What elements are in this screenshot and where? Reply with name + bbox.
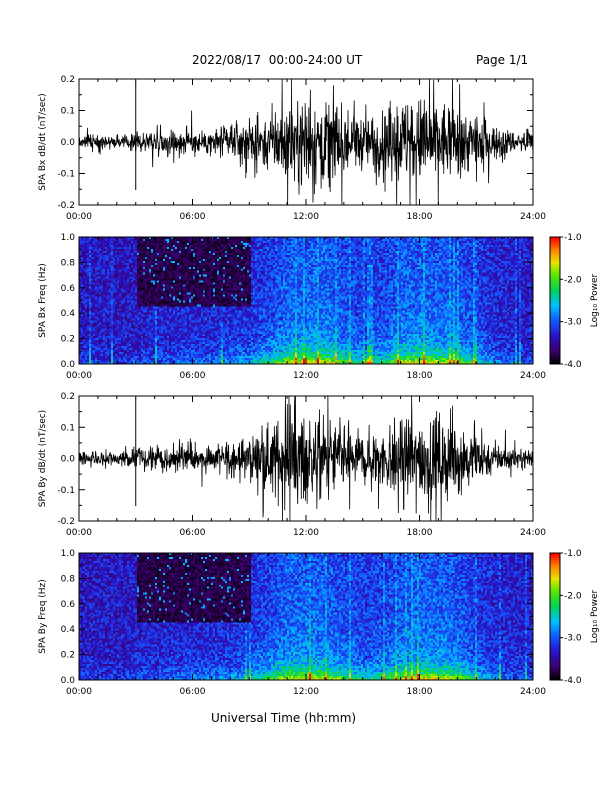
y-tick-label-3-5: 1.0 (61, 549, 76, 559)
x-tick-label-2-2: 12:00 (293, 528, 319, 538)
x-tick-label-2-4: 24:00 (520, 528, 546, 538)
y-axis-label-0: SPA Bx dB/dt (nT/sec) (38, 93, 48, 190)
series-trace-2 (78, 395, 534, 522)
y-tick-label-3-0: 0.0 (61, 676, 76, 686)
y-tick-label-2-2: 0.0 (61, 455, 76, 465)
colorbar-tick-label-3-0: -4.0 (564, 676, 582, 686)
y-tick-label-1-0: 0.0 (61, 360, 76, 370)
y-tick-label-0-2: 0.0 (61, 138, 76, 148)
panel-frame-0 (78, 78, 534, 206)
panel-frame-2 (78, 395, 534, 522)
colorbar-tick-label-3-2: -2.0 (564, 591, 582, 601)
x-tick-label-0-1: 06:00 (180, 212, 206, 222)
by-spectrogram (79, 553, 533, 680)
x-tick-label-0-2: 12:00 (293, 212, 319, 222)
y-tick-label-3-3: 0.6 (61, 600, 76, 610)
y-tick-label-1-2: 0.4 (61, 309, 76, 319)
x-tick-label-1-3: 18:00 (407, 371, 433, 381)
y-tick-label-0-4: 0.2 (61, 75, 75, 85)
y-tick-label-2-1: -0.1 (57, 486, 75, 496)
x-tick-label-2-0: 00:00 (66, 528, 92, 538)
y-tick-label-2-4: 0.2 (61, 392, 75, 402)
colorbar-tick-label-1-3: -1.0 (564, 233, 582, 243)
colorbar-tick-label-1-2: -2.0 (564, 275, 582, 285)
y-tick-label-1-3: 0.6 (61, 284, 76, 294)
colorbar-frame-1 (549, 236, 561, 365)
figure-title: 2022/08/17 00:00-24:00 UT (192, 53, 363, 67)
x-tick-label-1-4: 24:00 (520, 371, 546, 381)
y-axis-label-1: SPA Bx Freq (Hz) (38, 263, 48, 338)
y-tick-label-0-3: 0.1 (61, 107, 75, 117)
y-tick-label-0-0: -0.2 (57, 201, 75, 211)
x-tick-label-0-3: 18:00 (407, 212, 433, 222)
colorbar-tick-label-1-0: -4.0 (564, 360, 582, 370)
y-tick-label-3-2: 0.4 (61, 625, 76, 635)
x-axis-label: Universal Time (hh:mm) (211, 711, 357, 725)
bx-spectrogram (79, 237, 533, 364)
x-tick-label-3-3: 18:00 (407, 687, 433, 697)
panel-frame-1 (78, 236, 534, 365)
y-tick-label-1-1: 0.2 (61, 335, 75, 345)
y-tick-label-1-5: 1.0 (61, 233, 76, 243)
colorbar-label-1: Log₁₀ Power (590, 274, 600, 328)
x-tick-label-0-0: 00:00 (66, 212, 92, 222)
x-tick-label-3-1: 06:00 (180, 687, 206, 697)
series-trace-0 (78, 78, 534, 206)
y-tick-label-2-3: 0.1 (61, 423, 75, 433)
y-tick-label-0-1: -0.1 (57, 170, 75, 180)
y-axis-label-2: SPA By dB/dt (nT/sec) (38, 410, 48, 507)
y-tick-label-3-1: 0.2 (61, 651, 75, 661)
panel-frame-3 (78, 552, 534, 681)
x-tick-label-1-0: 00:00 (66, 371, 92, 381)
colorbar-tick-label-3-1: -3.0 (564, 634, 582, 644)
colorbar-tick-label-1-1: -3.0 (564, 318, 582, 328)
x-tick-label-0-4: 24:00 (520, 212, 546, 222)
y-axis-label-3: SPA By Freq (Hz) (38, 579, 48, 654)
x-tick-label-1-1: 06:00 (180, 371, 206, 381)
x-tick-label-3-2: 12:00 (293, 687, 319, 697)
colorbar-tick-label-3-3: -1.0 (564, 549, 582, 559)
page-label: Page 1/1 (476, 53, 529, 67)
y-tick-label-2-0: -0.2 (57, 517, 75, 527)
x-tick-label-3-4: 24:00 (520, 687, 546, 697)
x-tick-label-3-0: 00:00 (66, 687, 92, 697)
y-tick-label-3-4: 0.8 (61, 574, 76, 584)
x-tick-label-1-2: 12:00 (293, 371, 319, 381)
y-tick-label-1-4: 0.8 (61, 258, 76, 268)
x-tick-label-2-1: 06:00 (180, 528, 206, 538)
by-colorbar (550, 553, 560, 680)
x-tick-label-2-3: 18:00 (407, 528, 433, 538)
colorbar-label-3: Log₁₀ Power (590, 590, 600, 644)
colorbar-frame-3 (549, 552, 561, 681)
bx-colorbar (550, 237, 560, 364)
